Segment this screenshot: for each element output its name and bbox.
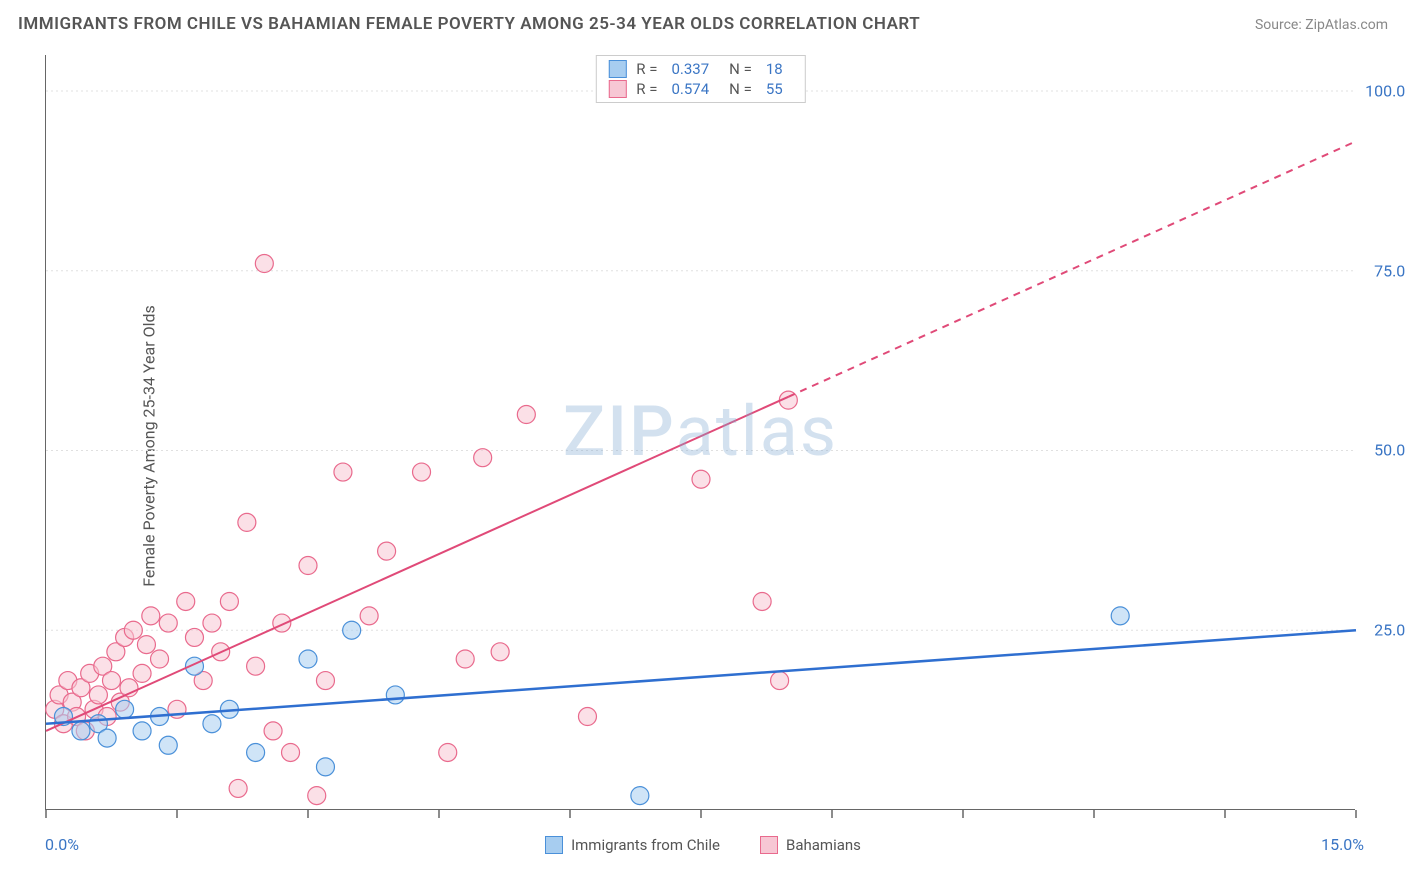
source-label: Source: ZipAtlas.com: [1255, 17, 1388, 33]
legend-swatch-bahamians: [760, 836, 778, 854]
y-tick-label: 75.0%: [1374, 261, 1406, 280]
r-value-chile: 0.337: [671, 60, 709, 78]
chart-title: IMMIGRANTS FROM CHILE VS BAHAMIAN FEMALE…: [18, 14, 920, 34]
y-tick-label: 25.0%: [1374, 621, 1406, 640]
n-value-bahamians: 55: [766, 80, 783, 98]
plot-area: ZIPatlas R = 0.337 N = 18 R = 0.574 N = …: [45, 55, 1355, 810]
swatch-chile: [608, 60, 626, 78]
legend-label-chile: Immigrants from Chile: [571, 836, 720, 854]
y-tick-label: 100.0%: [1365, 81, 1406, 100]
y-tick-label: 50.0%: [1374, 441, 1406, 460]
swatch-bahamians: [608, 80, 626, 98]
legend-item-chile: Immigrants from Chile: [545, 836, 720, 854]
legend-swatch-chile: [545, 836, 563, 854]
chart-svg: [46, 55, 1355, 809]
header-row: IMMIGRANTS FROM CHILE VS BAHAMIAN FEMALE…: [18, 14, 1388, 34]
bottom-legend: Immigrants from Chile Bahamians: [0, 836, 1406, 854]
r-value-bahamians: 0.574: [671, 80, 709, 98]
legend-item-bahamians: Bahamians: [760, 836, 861, 854]
stats-row-bahamians: R = 0.574 N = 55: [608, 80, 792, 98]
legend-label-bahamians: Bahamians: [786, 836, 861, 854]
n-value-chile: 18: [766, 60, 783, 78]
stats-row-chile: R = 0.337 N = 18: [608, 60, 792, 78]
correlation-stats-box: R = 0.337 N = 18 R = 0.574 N = 55: [595, 55, 805, 103]
